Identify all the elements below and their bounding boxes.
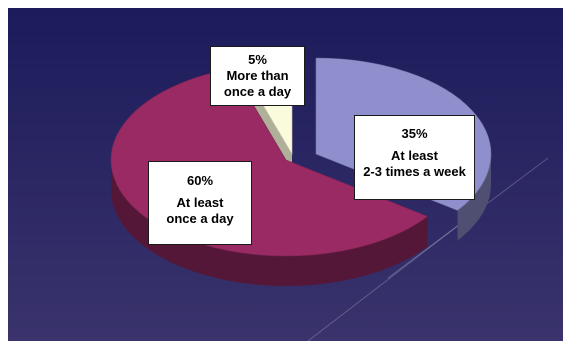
callout-slice-2: 5% More than once a day	[210, 46, 305, 106]
pie-slice-side-1	[111, 160, 428, 286]
label-line2-slice-2: once a day	[223, 84, 292, 99]
label-line2-slice-1: once a day	[166, 211, 234, 226]
label-line1-slice-1: At least	[176, 195, 224, 210]
label-line1-slice-2: More than	[226, 68, 289, 83]
chart-frame: 5% More than once a day 35% At least 2-3…	[8, 8, 563, 341]
label-percent-slice-1: 60%	[186, 173, 214, 188]
label-line1-slice-0: At least	[391, 148, 438, 163]
label-percent-slice-0: 35%	[401, 126, 428, 141]
callout-slice-0: 35% At least 2-3 times a week	[354, 115, 475, 200]
callout-slice-1: 60% At least once a day	[148, 161, 252, 245]
label-line2-slice-0: 2-3 times a week	[363, 164, 466, 179]
label-percent-slice-2: 5%	[248, 52, 267, 67]
